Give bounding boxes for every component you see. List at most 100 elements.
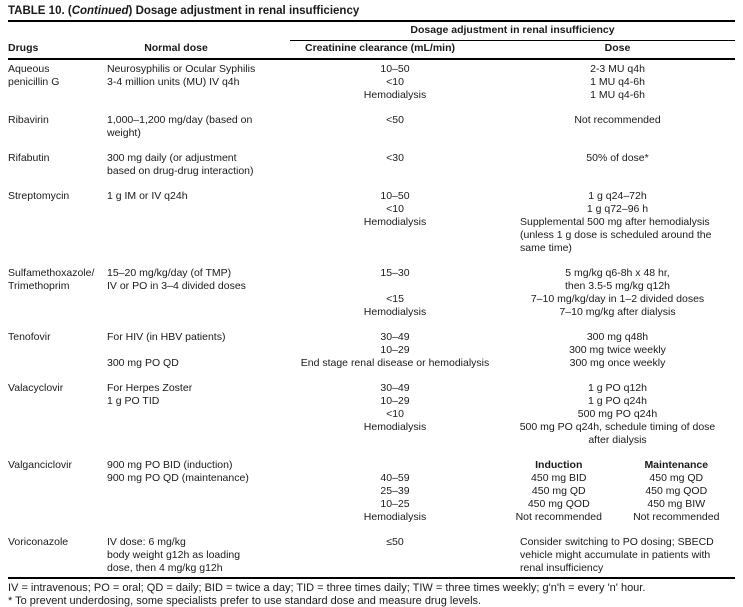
- row-line: Sulfamethoxazole/15–20 mg/kg/day (of TMP…: [8, 267, 735, 280]
- creatinine-clearance-cell: End stage renal disease or hemodialysis: [300, 357, 490, 369]
- row-line: Trimethoprim IV or PO in 3–4 divided dose…: [8, 280, 735, 293]
- table-row: Tenofovir For HIV (in HBV patients) 30–49 3…: [8, 331, 735, 370]
- drug-cell: [8, 127, 107, 140]
- table-row: Ribavirin 1,000–1,200 mg/day (based on <50…: [8, 114, 735, 140]
- drug-cell: Rifabutin: [8, 152, 50, 164]
- column-header-row: Drugs Normal dose Creatinine clearance (…: [8, 41, 735, 58]
- dose-cell: 450 mg BID 450 mg QD: [500, 472, 735, 485]
- creatinine-clearance-cell: Hemodialysis: [363, 421, 427, 433]
- creatinine-clearance-cell: [290, 127, 500, 140]
- drug-cell: [8, 229, 107, 242]
- dose-cell: 500 mg PO q24h: [577, 408, 658, 420]
- creatinine-clearance-cell: [290, 459, 500, 472]
- dose-cell: 5 mg/kg q6-8h x 48 hr,: [565, 267, 670, 279]
- span-header-row: Dosage adjustment in renal insufficiency: [8, 22, 735, 41]
- drug-cell: [8, 165, 107, 178]
- normal-dose-cell: 15–20 mg/kg/day (of TMP): [107, 267, 232, 279]
- table-row: Aqueous Neurosyphilis or Ocular Syphilis 1…: [8, 63, 735, 102]
- creatinine-clearance-cell: [290, 562, 500, 575]
- row-line: 1 g PO TID 10–29 1 g PO q24h: [8, 395, 735, 408]
- column-header-dose: Dose: [604, 42, 631, 54]
- normal-dose-cell: 900 mg PO BID (induction): [107, 459, 233, 471]
- creatinine-clearance-cell: 10–29: [380, 344, 410, 356]
- normal-dose-cell: [107, 485, 290, 498]
- dose-cell: renal insufficiency: [520, 562, 604, 574]
- span-header-label: Dosage adjustment in renal insufficiency: [290, 24, 735, 41]
- normal-dose-cell: For HIV (in HBV patients): [107, 331, 226, 343]
- drug-cell: [8, 434, 107, 447]
- row-line: Rifabutin 300 mg daily (or adjustment <30 5…: [8, 152, 735, 165]
- creatinine-clearance-cell: <50: [386, 114, 404, 126]
- creatinine-clearance-cell: <10: [386, 76, 404, 88]
- creatinine-clearance-cell: Hemodialysis: [363, 89, 427, 101]
- normal-dose-cell: based on drug-drug interaction): [107, 165, 254, 177]
- creatinine-clearance-cell: [290, 549, 500, 562]
- row-line: 900 mg PO QD (maintenance) 40–59 450 mg BI…: [8, 472, 735, 485]
- drug-cell: Aqueous: [8, 63, 50, 75]
- row-line: <15 7–10 mg/kg/day in 1–2 divided doses: [8, 293, 735, 306]
- footnotes: IV = intravenous; PO = oral; QD = daily;…: [8, 579, 735, 607]
- normal-dose-cell: [107, 203, 290, 216]
- dose-maintenance-cell: 450 mg QOD: [645, 485, 708, 497]
- row-line: Streptomycin 1 g IM or IV q24h 10–50 1 g q2…: [8, 190, 735, 203]
- dose-cell: 450 mg QD 450 mg QOD: [500, 485, 735, 498]
- creatinine-clearance-cell: 15–30: [380, 267, 410, 279]
- creatinine-clearance-cell: <15: [386, 293, 404, 305]
- normal-dose-cell: [107, 498, 290, 511]
- drug-cell: [8, 472, 107, 485]
- drug-cell: [8, 216, 107, 229]
- drug-cell: [8, 549, 107, 562]
- drug-cell: Voriconazole: [8, 536, 69, 548]
- normal-dose-cell: 1,000–1,200 mg/day (based on: [107, 114, 253, 126]
- drug-cell: [8, 408, 107, 421]
- drug-cell: Ribavirin: [8, 114, 49, 126]
- dose-cell: 2-3 MU q4h: [590, 63, 645, 75]
- drug-cell: [8, 395, 107, 408]
- normal-dose-cell: [107, 511, 290, 524]
- row-line: penicillin G 3-4 million units (MU) IV q4…: [8, 76, 735, 89]
- normal-dose-cell: Neurosyphilis or Ocular Syphilis: [107, 63, 256, 75]
- row-line: Hemodialysis 500 mg PO q24h, schedule tim…: [8, 421, 735, 434]
- drug-cell: [8, 562, 107, 575]
- footnote-rule: [8, 577, 735, 579]
- column-header-drugs: Drugs: [8, 42, 39, 54]
- dose-cell: Consider switching to PO dosing; SBECD: [520, 536, 714, 548]
- dose-cell: 1 MU q4-6h: [590, 76, 645, 88]
- dose-induction-cell: 450 mg QD: [531, 485, 586, 497]
- row-line: Voriconazole IV dose: 6 mg/kg ≤50 Consider …: [8, 536, 735, 549]
- table-title-prefix: TABLE 10. (: [8, 5, 72, 17]
- creatinine-clearance-cell: [290, 434, 500, 447]
- dose-maintenance-cell: 450 mg BIW: [647, 498, 706, 510]
- footnote-abbreviations: IV = intravenous; PO = oral; QD = daily;…: [8, 582, 646, 594]
- creatinine-clearance-cell: Hemodialysis: [363, 511, 427, 523]
- table-title-suffix: ) Dosage adjustment in renal insufficien…: [128, 5, 360, 17]
- dose-cell: 450 mg QOD 450 mg BIW: [500, 498, 735, 511]
- row-line: (unless 1 g dose is scheduled around the: [8, 229, 735, 242]
- normal-dose-cell: 1 g PO TID: [107, 395, 160, 407]
- drug-cell: [8, 498, 107, 511]
- table-row: Valacyclovir For Herpes Zoster 30–49 1 g PO…: [8, 382, 735, 447]
- creatinine-clearance-cell: 30–49: [380, 382, 410, 394]
- table-row: Streptomycin 1 g IM or IV q24h 10–50 1 g q2…: [8, 190, 735, 255]
- normal-dose-cell: 1 g IM or IV q24h: [107, 190, 188, 202]
- row-line: Valacyclovir For Herpes Zoster 30–49 1 g PO…: [8, 382, 735, 395]
- dose-cell: 1 MU q4-6h: [590, 89, 645, 101]
- dose-maintenance-cell: Maintenance: [644, 459, 709, 471]
- normal-dose-cell: For Herpes Zoster: [107, 382, 193, 394]
- drug-cell: [8, 344, 107, 357]
- row-line: Aqueous Neurosyphilis or Ocular Syphilis 1…: [8, 63, 735, 76]
- drug-cell: [8, 203, 107, 216]
- row-line: Hemodialysis 1 MU q4-6h: [8, 89, 735, 102]
- dose-maintenance-cell: 450 mg QD: [649, 472, 704, 484]
- drug-cell: Streptomycin: [8, 190, 70, 202]
- creatinine-clearance-cell: 10–50: [380, 63, 410, 75]
- table-title-continued: Continued: [71, 5, 129, 17]
- normal-dose-cell: [107, 229, 290, 242]
- drug-cell: [8, 421, 107, 434]
- creatinine-clearance-cell: ≤50: [386, 536, 404, 548]
- dose-cell: 1 g PO q12h: [588, 382, 647, 394]
- row-line: Tenofovir For HIV (in HBV patients) 30–49 3…: [8, 331, 735, 344]
- dose-cell: 7–10 mg/kg/day in 1–2 divided doses: [530, 293, 705, 305]
- dose-cell: 300 mg twice weekly: [569, 344, 666, 356]
- creatinine-clearance-cell: [290, 242, 500, 255]
